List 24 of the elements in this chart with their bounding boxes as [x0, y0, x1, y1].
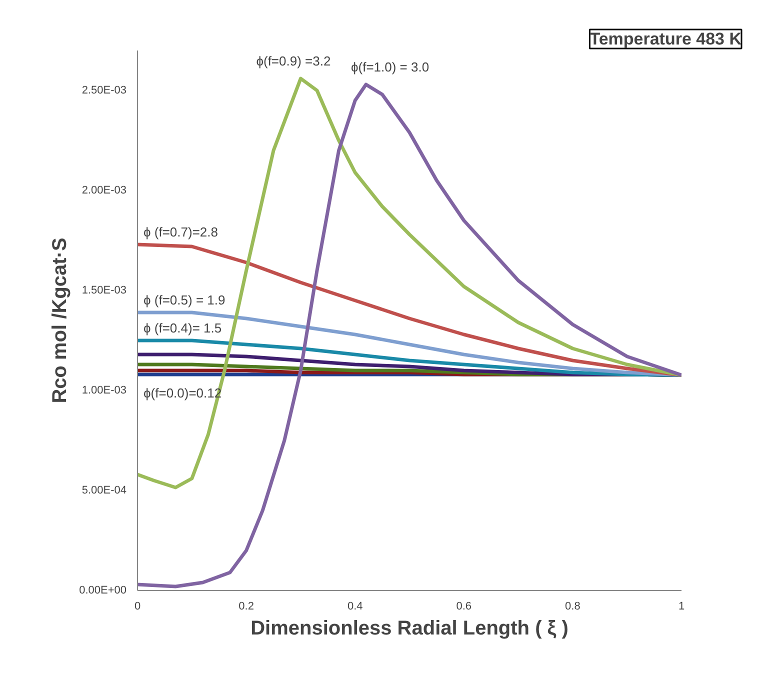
- x-tick-label: 0.2: [238, 600, 254, 612]
- x-tick-label: 0.8: [565, 600, 580, 612]
- x-axis-title: Dimensionless Radial Length ( ξ ): [250, 618, 568, 640]
- series-label: ϕ (f=0.5) = 1.9: [144, 292, 226, 308]
- y-axis-title: Rco mol /Kgcat·S: [49, 238, 72, 404]
- series-label: ϕ (f=0.4)= 1.5: [144, 320, 222, 336]
- line-series: [138, 310, 682, 377]
- y-tick-label: 0.00E+00: [79, 584, 126, 596]
- series-label: ϕ (f=0.7)=2.8: [144, 224, 218, 240]
- x-tick-label: 1: [678, 600, 685, 612]
- y-tick-label: 2.00E-03: [82, 184, 127, 196]
- series-label: ϕ(f=0.9) =3.2: [256, 54, 331, 68]
- y-tick-label: 1.50E-03: [82, 284, 127, 296]
- x-tick-label: 0.6: [456, 600, 472, 612]
- line-series: [138, 76, 682, 490]
- series-label: ϕ(f=1.0) = 3.0: [350, 60, 430, 74]
- y-tick-label: 2.50E-03: [82, 84, 127, 96]
- line-series: [138, 82, 682, 588]
- line-series: [138, 338, 682, 377]
- x-tick-label: 0.4: [347, 600, 363, 612]
- x-tick-label: 0: [134, 600, 141, 612]
- y-tick-label: 1.00E-03: [82, 384, 127, 396]
- y-tick-label: 5.00E-04: [82, 484, 127, 496]
- line-series: [138, 242, 682, 377]
